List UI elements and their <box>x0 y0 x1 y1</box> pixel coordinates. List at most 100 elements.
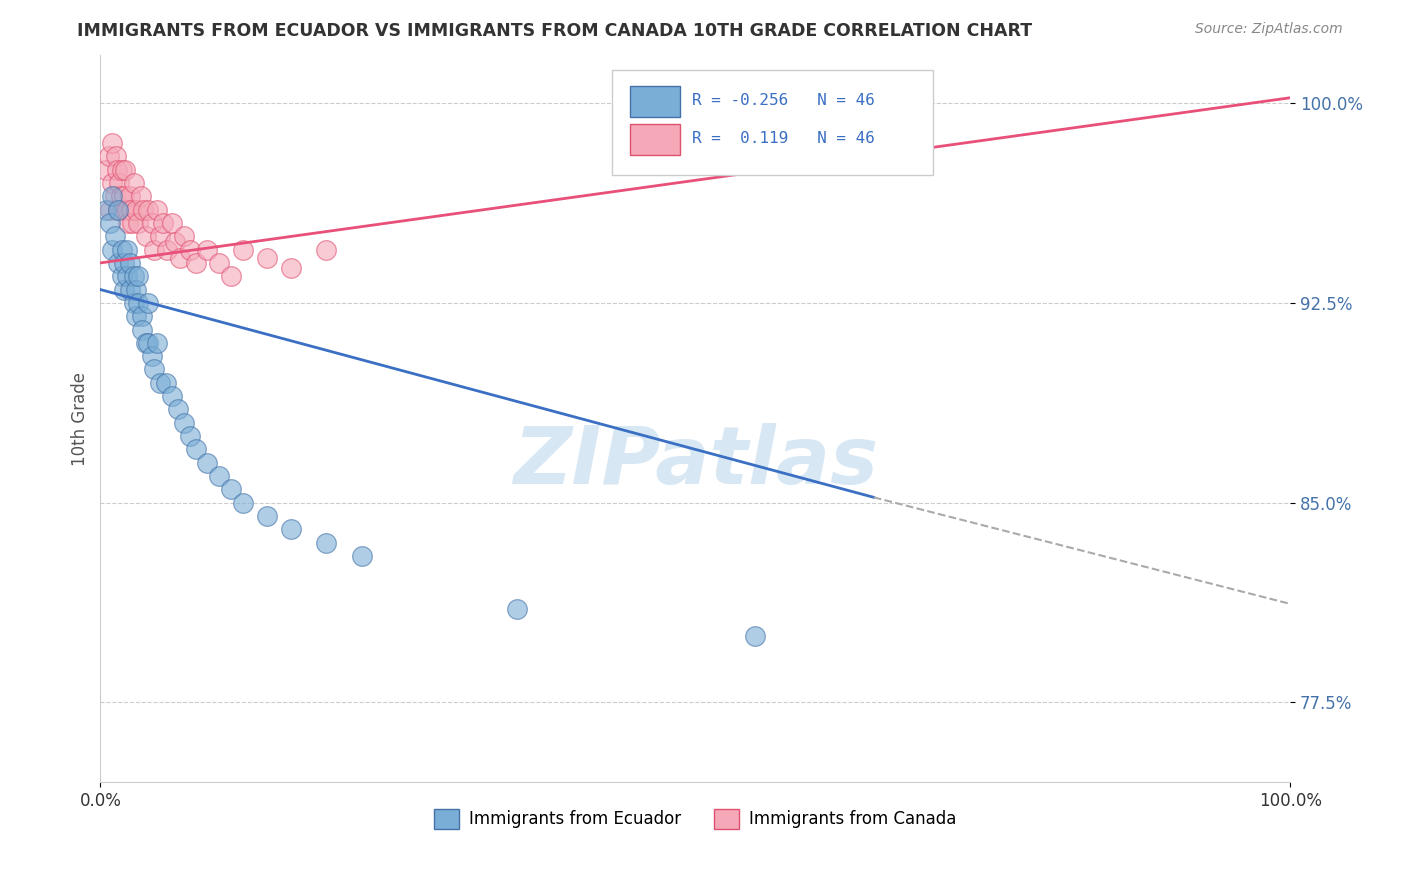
Y-axis label: 10th Grade: 10th Grade <box>72 372 89 466</box>
Point <box>125 283 148 297</box>
Point <box>122 269 145 284</box>
Point <box>111 243 134 257</box>
Point <box>155 376 177 390</box>
Legend: Immigrants from Ecuador, Immigrants from Canada: Immigrants from Ecuador, Immigrants from… <box>427 802 963 836</box>
Point <box>104 229 127 244</box>
Point <box>184 256 207 270</box>
Point <box>280 261 302 276</box>
Point <box>122 176 145 190</box>
Point <box>120 283 142 297</box>
Point <box>149 376 172 390</box>
Text: ZIPatlas: ZIPatlas <box>513 424 877 501</box>
Point <box>152 216 174 230</box>
Point <box>122 296 145 310</box>
Point <box>197 456 219 470</box>
Point <box>173 229 195 244</box>
Point <box>135 335 157 350</box>
Point <box>115 269 138 284</box>
Point <box>136 296 159 310</box>
Point <box>280 522 302 536</box>
Point <box>101 136 124 150</box>
Point <box>142 243 165 257</box>
Point <box>135 229 157 244</box>
Point <box>107 202 129 217</box>
Point <box>219 269 242 284</box>
Point <box>127 269 149 284</box>
Point <box>744 629 766 643</box>
Point <box>160 389 183 403</box>
Text: R =  0.119   N = 46: R = 0.119 N = 46 <box>692 131 875 146</box>
Point <box>121 216 143 230</box>
Point <box>142 362 165 376</box>
Point <box>127 216 149 230</box>
Point <box>120 256 142 270</box>
Point <box>112 189 135 203</box>
Point <box>352 549 374 563</box>
Point <box>120 202 142 217</box>
Point <box>173 416 195 430</box>
Point <box>112 283 135 297</box>
Point <box>179 429 201 443</box>
Point <box>232 496 254 510</box>
Point <box>96 162 118 177</box>
FancyBboxPatch shape <box>612 70 934 175</box>
Point <box>506 602 529 616</box>
Point <box>107 202 129 217</box>
Point <box>98 202 121 217</box>
Point <box>111 269 134 284</box>
Point <box>125 202 148 217</box>
Point <box>104 149 127 163</box>
Point <box>101 243 124 257</box>
Point <box>208 469 231 483</box>
Point <box>125 309 148 323</box>
Point <box>136 202 159 217</box>
Point <box>156 243 179 257</box>
Point <box>98 216 121 230</box>
Point <box>197 243 219 257</box>
Point <box>131 309 153 323</box>
Point <box>256 251 278 265</box>
Point <box>179 243 201 257</box>
Point <box>166 402 188 417</box>
Point <box>108 176 131 190</box>
FancyBboxPatch shape <box>630 87 679 117</box>
Point <box>112 256 135 270</box>
Point <box>165 235 187 249</box>
Point <box>256 508 278 523</box>
Point <box>146 202 169 217</box>
Point <box>136 335 159 350</box>
Point <box>111 202 134 217</box>
Point <box>219 483 242 497</box>
Point <box>127 296 149 310</box>
Point <box>184 442 207 457</box>
Text: IMMIGRANTS FROM ECUADOR VS IMMIGRANTS FROM CANADA 10TH GRADE CORRELATION CHART: IMMIGRANTS FROM ECUADOR VS IMMIGRANTS FR… <box>77 22 1032 40</box>
Point <box>105 162 128 177</box>
Point <box>141 216 163 230</box>
Point <box>232 243 254 257</box>
Point <box>96 202 118 217</box>
Point <box>169 251 191 265</box>
Point <box>208 256 231 270</box>
Text: R = -0.256   N = 46: R = -0.256 N = 46 <box>692 94 875 109</box>
Point <box>107 256 129 270</box>
Point <box>141 349 163 363</box>
Point <box>110 189 132 203</box>
Point <box>101 176 124 190</box>
Point <box>315 243 337 257</box>
Point <box>117 216 139 230</box>
Point <box>97 149 120 163</box>
Point <box>115 202 138 217</box>
Point <box>132 202 155 217</box>
Point <box>120 189 142 203</box>
Point <box>131 322 153 336</box>
Point <box>160 216 183 230</box>
Point <box>315 535 337 549</box>
Point <box>146 335 169 350</box>
Point <box>129 189 152 203</box>
FancyBboxPatch shape <box>630 124 679 155</box>
Point <box>101 189 124 203</box>
Point <box>111 162 134 177</box>
Text: Source: ZipAtlas.com: Source: ZipAtlas.com <box>1195 22 1343 37</box>
Point <box>114 162 136 177</box>
Point <box>104 189 127 203</box>
